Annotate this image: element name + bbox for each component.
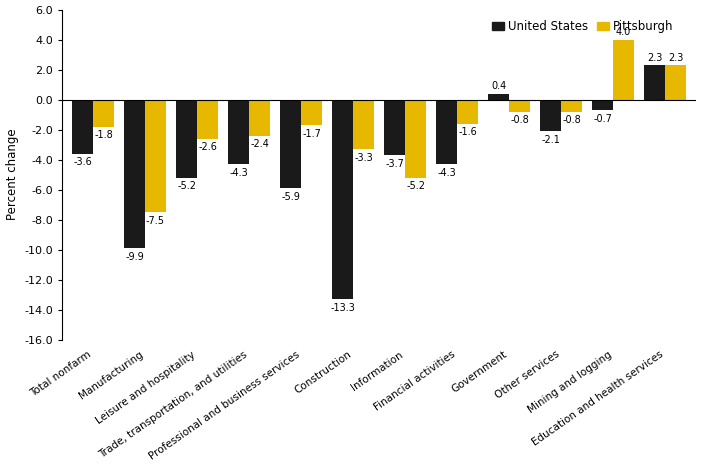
Text: -5.9: -5.9 <box>282 192 300 202</box>
Text: -2.4: -2.4 <box>250 139 269 149</box>
Text: -1.6: -1.6 <box>458 127 477 137</box>
Text: -13.3: -13.3 <box>331 303 355 313</box>
Bar <box>457 99 478 124</box>
Text: -2.6: -2.6 <box>198 142 217 152</box>
Bar <box>353 99 374 149</box>
Bar <box>93 99 114 127</box>
Bar <box>665 65 686 99</box>
Text: -3.6: -3.6 <box>73 157 92 167</box>
Bar <box>280 99 301 188</box>
Bar <box>72 99 93 154</box>
Text: -1.7: -1.7 <box>302 129 321 139</box>
Text: -0.7: -0.7 <box>593 114 612 124</box>
Text: -7.5: -7.5 <box>146 216 165 226</box>
Text: -4.3: -4.3 <box>230 168 248 178</box>
Bar <box>124 99 145 248</box>
Bar <box>644 65 665 99</box>
Legend: United States, Pittsburgh: United States, Pittsburgh <box>488 15 678 38</box>
Bar <box>332 99 353 299</box>
Bar <box>437 99 457 164</box>
Text: -9.9: -9.9 <box>126 252 144 262</box>
Bar <box>301 99 322 125</box>
Text: 2.3: 2.3 <box>668 53 683 63</box>
Bar <box>561 99 582 112</box>
Text: -5.2: -5.2 <box>406 181 425 191</box>
Bar <box>592 99 614 110</box>
Text: -3.3: -3.3 <box>355 153 373 163</box>
Bar <box>176 99 197 177</box>
Bar <box>489 93 509 99</box>
Text: 4.0: 4.0 <box>616 27 631 37</box>
Text: -2.1: -2.1 <box>541 135 560 145</box>
Text: -5.2: -5.2 <box>177 181 197 191</box>
Bar <box>541 99 561 131</box>
Bar <box>509 99 530 112</box>
Text: -3.7: -3.7 <box>385 159 404 169</box>
Bar <box>385 99 405 155</box>
Text: -0.8: -0.8 <box>510 115 529 125</box>
Bar <box>197 99 218 139</box>
Bar <box>145 99 166 212</box>
Bar <box>405 99 426 177</box>
Y-axis label: Percent change: Percent change <box>6 129 18 220</box>
Bar <box>614 40 634 99</box>
Text: 2.3: 2.3 <box>647 53 663 63</box>
Bar <box>228 99 249 164</box>
Text: 0.4: 0.4 <box>491 81 506 92</box>
Text: -0.8: -0.8 <box>562 115 581 125</box>
Text: -4.3: -4.3 <box>437 168 456 178</box>
Text: -1.8: -1.8 <box>94 130 113 140</box>
Bar <box>249 99 270 135</box>
